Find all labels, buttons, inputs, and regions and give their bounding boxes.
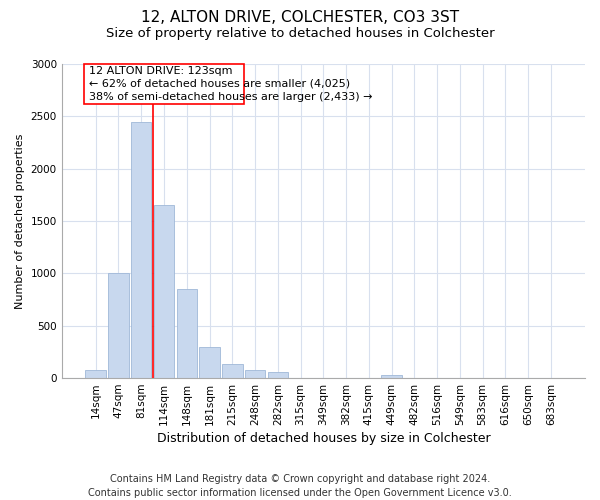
Text: Size of property relative to detached houses in Colchester: Size of property relative to detached ho… — [106, 28, 494, 40]
Text: ← 62% of detached houses are smaller (4,025): ← 62% of detached houses are smaller (4,… — [89, 79, 350, 89]
Text: 12 ALTON DRIVE: 123sqm: 12 ALTON DRIVE: 123sqm — [89, 66, 232, 76]
Bar — [176, 289, 197, 378]
Y-axis label: Number of detached properties: Number of detached properties — [15, 134, 25, 308]
Text: 38% of semi-detached houses are larger (2,433) →: 38% of semi-detached houses are larger (… — [89, 92, 373, 102]
Text: Contains HM Land Registry data © Crown copyright and database right 2024.
Contai: Contains HM Land Registry data © Crown c… — [88, 474, 512, 498]
Bar — [85, 370, 106, 378]
Bar — [245, 370, 265, 378]
X-axis label: Distribution of detached houses by size in Colchester: Distribution of detached houses by size … — [157, 432, 490, 445]
Bar — [268, 372, 288, 378]
Bar — [222, 364, 242, 378]
Text: 12, ALTON DRIVE, COLCHESTER, CO3 3ST: 12, ALTON DRIVE, COLCHESTER, CO3 3ST — [141, 10, 459, 25]
Bar — [108, 274, 129, 378]
Bar — [199, 346, 220, 378]
Bar — [154, 206, 174, 378]
Bar — [131, 122, 151, 378]
Bar — [85, 64, 244, 104]
Bar — [382, 376, 402, 378]
